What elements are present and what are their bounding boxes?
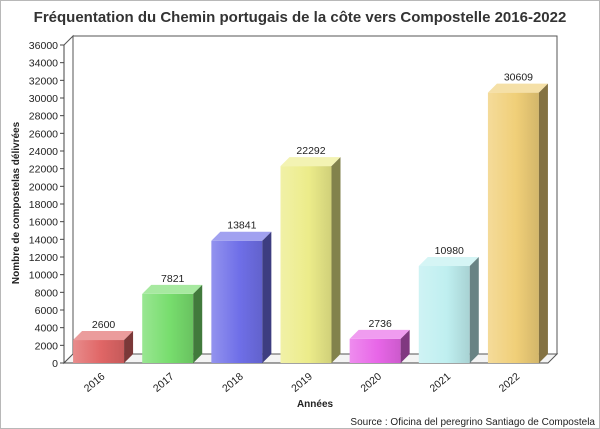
bar-side <box>331 157 341 363</box>
x-axis-title: Années <box>297 399 334 410</box>
y-tick-label: 14000 <box>29 234 58 246</box>
plot-side-wall <box>63 34 74 365</box>
bar-2019 <box>280 157 341 363</box>
y-tick-label: 32000 <box>29 75 58 87</box>
y-tick-label: 8000 <box>35 287 59 299</box>
bar-front <box>418 266 470 363</box>
bar-side <box>538 83 548 364</box>
chart-title: Fréquentation du Chemin portugais de la … <box>34 9 567 26</box>
data-label: 7821 <box>161 273 185 285</box>
data-label: 13841 <box>227 220 256 232</box>
y-tick-label: 20000 <box>29 181 58 193</box>
source-note: Source : Oficina del peregrino Santiago … <box>350 417 595 428</box>
y-tick-label: 22000 <box>29 164 58 176</box>
bar-2022 <box>487 83 548 364</box>
y-axis-title: Nombre de compostelas délivrées <box>11 121 22 284</box>
bar-side <box>193 284 203 363</box>
y-tick-label: 28000 <box>29 111 58 123</box>
bar-2017 <box>142 284 203 363</box>
bar-2018 <box>211 231 272 363</box>
bar-top <box>487 83 548 93</box>
bar-side <box>262 231 272 363</box>
bar-2021 <box>418 257 479 363</box>
bar-top <box>280 157 341 167</box>
data-label: 22292 <box>296 145 325 157</box>
bar-top <box>142 284 203 294</box>
bar-top <box>418 257 479 267</box>
y-tick-label: 12000 <box>29 252 58 264</box>
y-tick-label: 18000 <box>29 199 58 211</box>
bar-front <box>142 293 194 363</box>
x-tick-label: 2016 <box>82 370 108 394</box>
x-tick-label: 2018 <box>220 370 246 394</box>
x-tick-label: 2019 <box>289 370 315 394</box>
bar-front <box>211 240 263 363</box>
bar-front <box>280 166 332 363</box>
x-tick-label: 2021 <box>428 370 454 394</box>
data-label: 10980 <box>435 245 464 257</box>
bar-2016 <box>73 331 134 363</box>
y-tick-label: 2000 <box>35 340 59 352</box>
y-tick-label: 30000 <box>29 93 58 105</box>
bar-2020 <box>349 329 410 363</box>
y-tick-label: 6000 <box>35 305 59 317</box>
x-tick-label: 2020 <box>358 370 384 394</box>
bar-top <box>73 331 134 341</box>
y-tick-label: 26000 <box>29 128 58 140</box>
bar-top <box>211 231 272 241</box>
bar-top <box>349 329 410 339</box>
bar-side <box>124 331 134 363</box>
y-tick-label: 0 <box>52 358 58 370</box>
data-label: 30609 <box>504 72 533 84</box>
x-tick-label: 2017 <box>151 370 177 394</box>
bar-side <box>469 257 479 363</box>
y-tick-label: 10000 <box>29 270 58 282</box>
bar-front <box>73 340 125 363</box>
y-tick-label: 16000 <box>29 217 58 229</box>
y-tick-label: 36000 <box>29 40 58 52</box>
data-label: 2736 <box>368 318 392 330</box>
bar-side <box>400 329 410 363</box>
y-tick-label: 4000 <box>35 323 59 335</box>
bar-front <box>487 92 539 364</box>
y-tick-label: 34000 <box>29 58 58 70</box>
y-tick-label: 24000 <box>29 146 58 158</box>
data-label: 2600 <box>92 319 116 331</box>
bar-front <box>349 338 401 363</box>
x-tick-label: 2022 <box>497 370 523 394</box>
